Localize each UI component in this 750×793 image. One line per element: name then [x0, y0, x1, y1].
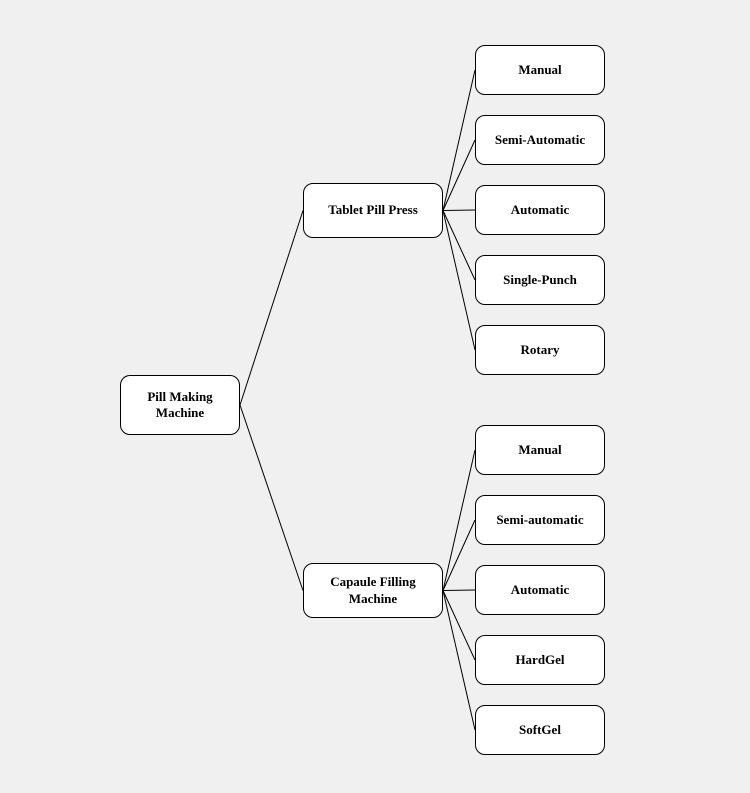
tree-edge	[443, 210, 475, 211]
tree-edge	[443, 450, 475, 591]
tree-edge	[443, 591, 475, 731]
tree-node-t2: Semi-Automatic	[475, 115, 605, 165]
tree-edge	[443, 591, 475, 661]
tree-node-cfm: Capaule FillingMachine	[303, 563, 443, 618]
tree-node-root: Pill MakingMachine	[120, 375, 240, 435]
tree-node-label: Automatic	[511, 582, 570, 598]
tree-edge	[443, 140, 475, 211]
tree-node-label: Rotary	[521, 342, 560, 358]
tree-edge	[443, 70, 475, 211]
tree-node-label: Automatic	[511, 202, 570, 218]
tree-edge	[443, 211, 475, 351]
tree-node-c3: Automatic	[475, 565, 605, 615]
tree-node-label: Semi-automatic	[496, 512, 583, 528]
tree-edge	[240, 405, 303, 591]
tree-node-label: Single-Punch	[503, 272, 577, 288]
tree-edge	[240, 211, 303, 406]
tree-node-c5: SoftGel	[475, 705, 605, 755]
tree-node-label: Semi-Automatic	[495, 132, 585, 148]
tree-node-c1: Manual	[475, 425, 605, 475]
tree-node-c4: HardGel	[475, 635, 605, 685]
tree-edge	[443, 590, 475, 591]
tree-node-t4: Single-Punch	[475, 255, 605, 305]
tree-edge	[443, 211, 475, 281]
tree-node-c2: Semi-automatic	[475, 495, 605, 545]
tree-node-label: SoftGel	[519, 722, 561, 738]
tree-node-label: Tablet Pill Press	[328, 202, 418, 218]
tree-edge	[443, 520, 475, 591]
edge-layer	[0, 0, 750, 793]
tree-node-t5: Rotary	[475, 325, 605, 375]
tree-node-t3: Automatic	[475, 185, 605, 235]
tree-node-t1: Manual	[475, 45, 605, 95]
tree-node-label: Manual	[518, 62, 561, 78]
tree-node-tpp: Tablet Pill Press	[303, 183, 443, 238]
tree-node-label: Manual	[518, 442, 561, 458]
tree-node-label: HardGel	[515, 652, 564, 668]
tree-node-label: Pill MakingMachine	[147, 389, 212, 422]
tree-node-label: Capaule FillingMachine	[330, 574, 416, 607]
